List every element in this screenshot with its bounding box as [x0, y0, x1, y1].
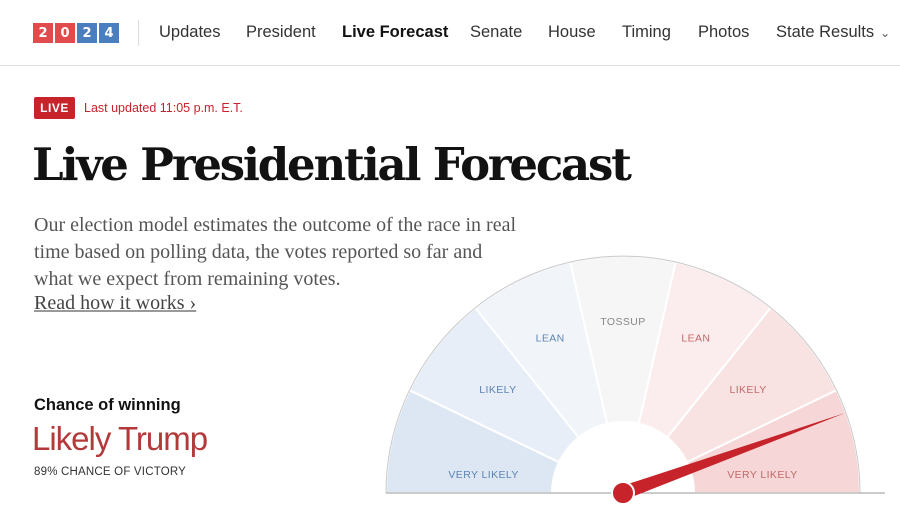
nav-link-president[interactable]: President	[246, 23, 316, 41]
page-description: Our election model estimates the outcome…	[34, 214, 517, 290]
gauge-segment-label: TOSSUP	[600, 316, 645, 328]
gauge-segment-label: LIKELY	[729, 384, 766, 396]
logo-digit: 0	[55, 23, 75, 43]
nav-link-house[interactable]: House	[548, 23, 596, 41]
gauge-segment-label: VERY LIKELY	[727, 469, 797, 481]
forecast-gauge: VERY LIKELY LIKELY LEAN TOSSUP LEAN LIKELY VER…	[384, 255, 885, 505]
gauge-segment-label: LEAN	[681, 333, 710, 345]
chevron-down-icon: ⌄	[880, 26, 891, 40]
nav-link-label: State Results	[776, 23, 875, 41]
nav-divider	[138, 20, 139, 46]
forecast-status: Likely Trump	[32, 420, 208, 457]
chance-of-winning-label: Chance of winning	[34, 396, 181, 414]
logo-digit: 2	[33, 23, 53, 43]
nav-link-timing[interactable]: Timing	[622, 23, 671, 41]
gauge-segment-label: VERY LIKELY	[448, 469, 518, 481]
live-badge: LIVE	[34, 97, 75, 119]
nav-link-updates[interactable]: Updates	[159, 23, 221, 41]
gauge-segment-label: LIKELY	[479, 384, 516, 396]
read-how-it-works-link[interactable]: Read how it works ›	[34, 292, 197, 314]
page-title: Live Presidential Forecast	[32, 138, 632, 191]
election-2024-logo[interactable]: 2 0 2 4	[33, 23, 119, 43]
top-navigation: 2 0 2 4 Updates President Live Forecast …	[0, 0, 900, 66]
gauge-needle	[620, 413, 846, 500]
last-updated-timestamp: Last updated 11:05 p.m. E.T.	[84, 101, 243, 115]
gauge-segment-label: LEAN	[536, 333, 565, 345]
logo-digit: 4	[99, 23, 119, 43]
logo-digit: 2	[77, 23, 97, 43]
nav-link-live-forecast[interactable]: Live Forecast	[342, 23, 449, 41]
nav-link-senate[interactable]: Senate	[470, 23, 523, 41]
victory-chance-note: 89% CHANCE OF VICTORY	[34, 466, 187, 478]
gauge-outline	[385, 255, 861, 494]
nav-link-photos[interactable]: Photos	[698, 23, 750, 41]
nav-link-state-results[interactable]: State Results ⌄	[776, 23, 890, 42]
gauge-needle-hub	[611, 481, 635, 505]
